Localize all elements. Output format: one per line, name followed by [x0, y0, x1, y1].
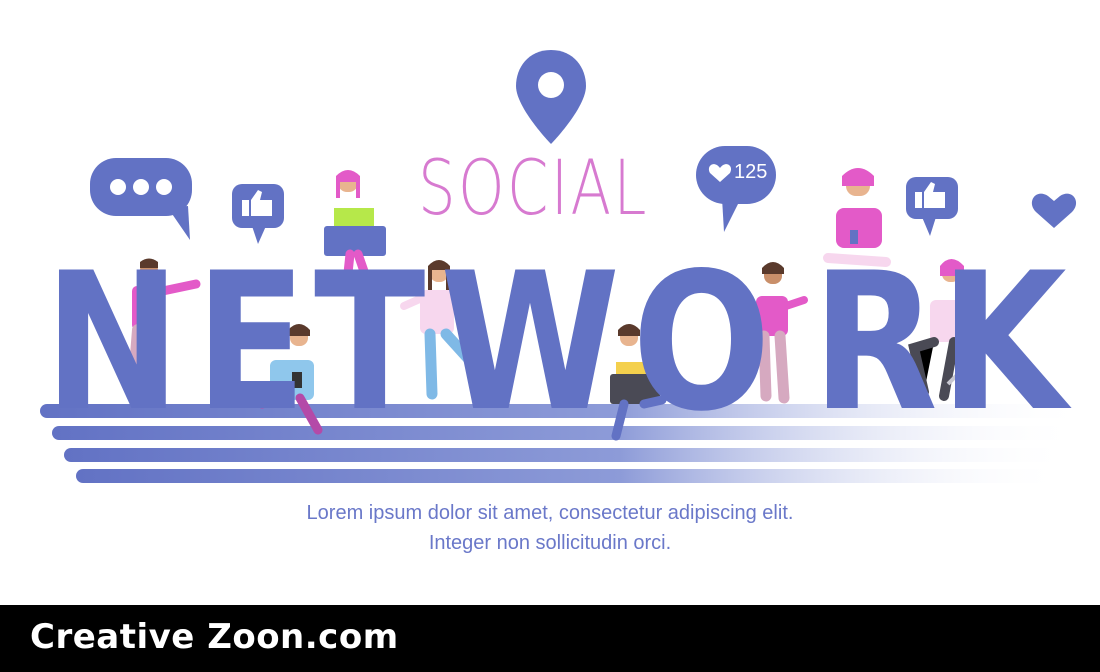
illustration — [40, 50, 1090, 483]
network-letter-r: R — [812, 232, 938, 453]
subtitle-line-2: Integer non sollicitudin orci. — [428, 532, 672, 554]
footer-brand-label: Creative Zoon.com — [30, 617, 399, 657]
person-with-laptop-bottom — [610, 324, 667, 441]
heart-like-bubble-icon — [696, 146, 776, 232]
thumbs-up-icon — [232, 184, 284, 244]
person-with-laptop-top — [324, 170, 386, 305]
network-letter-k: K — [940, 232, 1067, 453]
social-word: SOCIAL — [418, 143, 649, 232]
person-in-chair — [908, 259, 974, 401]
person-leaning-on-n — [128, 258, 201, 404]
network-letter-t: T — [314, 232, 426, 453]
speech-bubble-dots-icon — [90, 158, 192, 240]
like-count-badge: 125 — [734, 161, 768, 183]
base-stripes — [40, 404, 1090, 483]
network-letter-e: E — [195, 232, 307, 453]
subtitle-line-1: Lorem ipsum dolor sit amet, consectetur … — [306, 502, 794, 524]
banner-canvas: SOCIAL N E T W O R K 125 Lorem ipsum dol… — [0, 50, 1100, 558]
network-letter-n: N — [44, 232, 181, 453]
thumbs-up-icon-right — [906, 177, 958, 236]
network-letter-o: O — [632, 232, 771, 453]
person-sitting-on-r — [823, 168, 891, 267]
network-letter-w: W — [440, 232, 621, 453]
person-sitting-center-left — [257, 324, 323, 435]
person-standing-phone — [756, 262, 808, 404]
person-walking-phone — [400, 260, 490, 400]
subtitle: Lorem ipsum dolor sit amet, consectetur … — [0, 498, 1100, 558]
footer-bar: Creative Zoon.com — [0, 605, 1100, 672]
heart-icon — [1031, 193, 1077, 228]
location-pin-icon — [516, 50, 586, 144]
